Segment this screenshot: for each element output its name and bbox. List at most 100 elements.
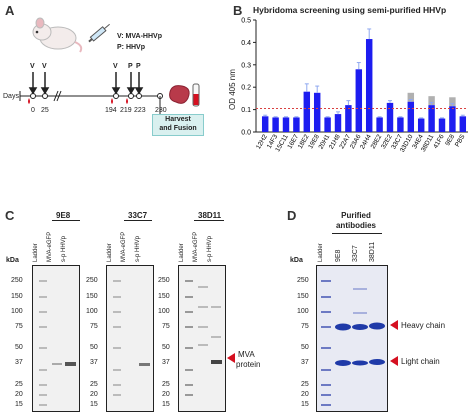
syringe-icon: [88, 23, 110, 43]
mw-marker: 37: [162, 359, 170, 366]
mw-marker: 100: [297, 308, 309, 315]
mw-marker: 150: [158, 293, 170, 300]
top-letter: P: [136, 63, 141, 70]
mw-marker: 15: [90, 401, 98, 408]
mva-arrow-icon: [227, 353, 235, 363]
kda-label: kDa: [6, 257, 19, 264]
bar: [459, 116, 467, 132]
lane-label: MVA-eGFP: [193, 231, 199, 262]
mw-marker: 75: [162, 323, 170, 330]
panel-d-title-1: Purified: [341, 211, 371, 220]
y-tick-label: 0.1: [241, 107, 251, 114]
mw-marker: 75: [90, 323, 98, 330]
mw-marker: 150: [86, 293, 98, 300]
day-tick: 194: [105, 107, 117, 114]
mw-marker: 150: [297, 293, 309, 300]
mw-marker: 150: [11, 293, 23, 300]
mw-marker: 25: [15, 381, 23, 388]
legend-v: V: MVA-HHVp: [117, 33, 162, 40]
lane-label: 38D11: [369, 241, 376, 262]
blot-title: 9E8: [56, 211, 71, 220]
lane-label: s-p HHVp: [135, 235, 141, 262]
bar: [303, 91, 311, 132]
x-tick-label: PBS: [454, 133, 467, 148]
chart-title: Hybridoma screening using semi-purified …: [253, 5, 447, 15]
mw-marker: 25: [90, 381, 98, 388]
mw-marker: 37: [15, 359, 23, 366]
day-tick: 223: [134, 107, 146, 114]
mw-marker: 100: [158, 308, 170, 315]
day-tick: 25: [41, 107, 49, 114]
bar: [449, 106, 456, 132]
bar: [438, 118, 446, 132]
mw-marker: 250: [297, 277, 309, 284]
mw-marker: 20: [15, 391, 23, 398]
bar: [365, 39, 373, 132]
bar-overlay: [449, 97, 456, 107]
mw-marker: 15: [15, 401, 23, 408]
bar: [428, 105, 435, 132]
lane-label: s-p HHVp: [207, 235, 213, 262]
lane-label: Ladder: [107, 243, 113, 262]
y-tick-label: 0.2: [241, 85, 251, 92]
bar: [355, 69, 363, 132]
mw-marker: 75: [15, 323, 23, 330]
mw-marker: 15: [162, 401, 170, 408]
top-letter: V: [30, 63, 35, 70]
mw-marker: 100: [86, 308, 98, 315]
lane-label: Ladder: [179, 243, 185, 262]
light-chain-label: Light chain: [401, 357, 440, 366]
light-chain-arrow-icon: [390, 356, 398, 366]
mw-marker: 20: [90, 391, 98, 398]
mw-marker: 37: [90, 359, 98, 366]
blot-title: 33C7: [128, 211, 148, 220]
spleen-icon: [169, 83, 200, 107]
bar: [272, 117, 279, 132]
bar: [376, 117, 383, 132]
kda-label: kDa: [290, 257, 303, 264]
mw-marker: 25: [162, 381, 170, 388]
mw-marker: 75: [301, 323, 309, 330]
y-tick-label: 0.0: [241, 130, 251, 137]
western-blot-9e8: [32, 265, 80, 412]
mw-marker: 50: [90, 344, 98, 351]
harvest-line-1: Harvest: [165, 116, 191, 123]
harvest-line-2: and Fusion: [159, 125, 197, 132]
lane-label: Ladder: [318, 243, 324, 262]
mva-label-1: MVA: [238, 350, 255, 359]
mw-marker: 25: [301, 381, 309, 388]
heavy-chain-arrow-icon: [390, 320, 398, 330]
mva-label-2: protein: [236, 360, 261, 369]
mw-marker: 20: [162, 391, 170, 398]
mw-marker: 20: [301, 391, 309, 398]
mw-marker: 100: [11, 308, 23, 315]
lane-label: Ladder: [33, 243, 39, 262]
bar: [324, 117, 331, 132]
mw-marker: 250: [86, 277, 98, 284]
lane-label: 9E8: [335, 249, 342, 262]
western-blot-38d11: [178, 265, 226, 412]
bar-overlay: [428, 96, 435, 106]
lane-label: MVA-eGFP: [47, 231, 53, 262]
bar: [282, 117, 290, 132]
panel-a-label: A: [5, 3, 15, 18]
mw-marker: 250: [158, 277, 170, 284]
bar: [417, 118, 425, 132]
panel-d-title: Purified antibodies: [328, 211, 384, 231]
panel-d-title-2: antibodies: [335, 221, 376, 230]
bar-chart: 0.00.10.20.30.40.512H214F315C1116E718E21…: [241, 18, 468, 154]
panel-b-label: B: [233, 3, 243, 18]
bar: [407, 101, 415, 132]
day-tick: 219: [120, 107, 132, 114]
top-letter: V: [42, 63, 47, 70]
mw-marker: 50: [162, 344, 170, 351]
panel-d-label: D: [287, 208, 297, 223]
panel-c-label: C: [5, 208, 15, 223]
bar: [261, 116, 269, 132]
lane-label: s-p HHVp: [61, 235, 67, 262]
harvest-box: Harvest and Fusion: [152, 114, 204, 136]
immunization-timeline: [19, 72, 170, 121]
mw-marker: 50: [15, 344, 23, 351]
mouse-icon: [32, 17, 83, 53]
mw-marker: 15: [301, 401, 309, 408]
